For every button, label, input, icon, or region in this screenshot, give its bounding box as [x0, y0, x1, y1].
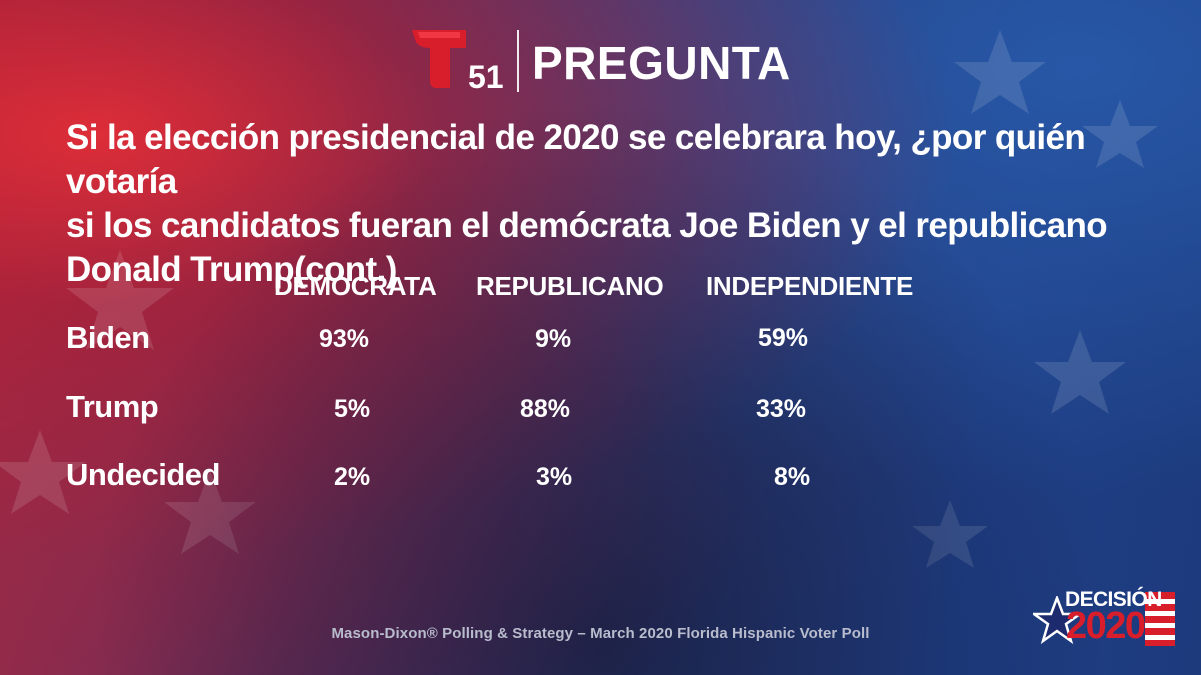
source-footer: Mason-Dixon® Polling & Strategy – March … [331, 625, 870, 642]
question-line-3: Donald Trump(cont.) [66, 250, 397, 289]
cell-biden-independiente: 59% [758, 324, 809, 352]
question-text: Si la elección presidencial de 2020 se c… [66, 116, 1176, 292]
row-label-trump: Trump [66, 389, 159, 424]
badge-year: 2020 [1066, 605, 1146, 647]
logo-number: 51 [468, 59, 504, 94]
row-label-biden: Biden [66, 320, 150, 355]
header-title: PREGUNTA [532, 37, 791, 89]
cell-trump-independiente: 33% [756, 395, 807, 423]
star-icon [1033, 596, 1081, 644]
question-line-2: si los candidatos fueran el demócrata Jo… [66, 206, 1108, 245]
column-header-republicano: REPUBLICANO [476, 271, 664, 301]
cell-trump-democrata: 5% [334, 395, 371, 423]
cell-biden-republicano: 9% [535, 325, 572, 353]
cell-undecided-democrata: 2% [334, 463, 371, 491]
badge-title: DECISIÓN [1065, 588, 1162, 611]
column-header-democrata: DEMOCRATA [274, 271, 437, 301]
cell-biden-democrata: 93% [319, 325, 370, 353]
cell-undecided-republicano: 3% [536, 463, 573, 491]
flag-stripes-icon [1145, 592, 1175, 646]
telemundo-51-logo: 51 [412, 30, 504, 94]
cell-trump-republicano: 88% [520, 395, 571, 423]
cell-undecided-independiente: 8% [774, 463, 811, 491]
question-line-1: Si la elección presidencial de 2020 se c… [66, 118, 1086, 201]
column-header-independiente: INDEPENDIENTE [706, 271, 914, 301]
header-divider [517, 30, 519, 92]
decision-2020-badge: DECISIÓN 2020 [1033, 588, 1178, 650]
row-label-undecided: Undecided [66, 457, 220, 492]
